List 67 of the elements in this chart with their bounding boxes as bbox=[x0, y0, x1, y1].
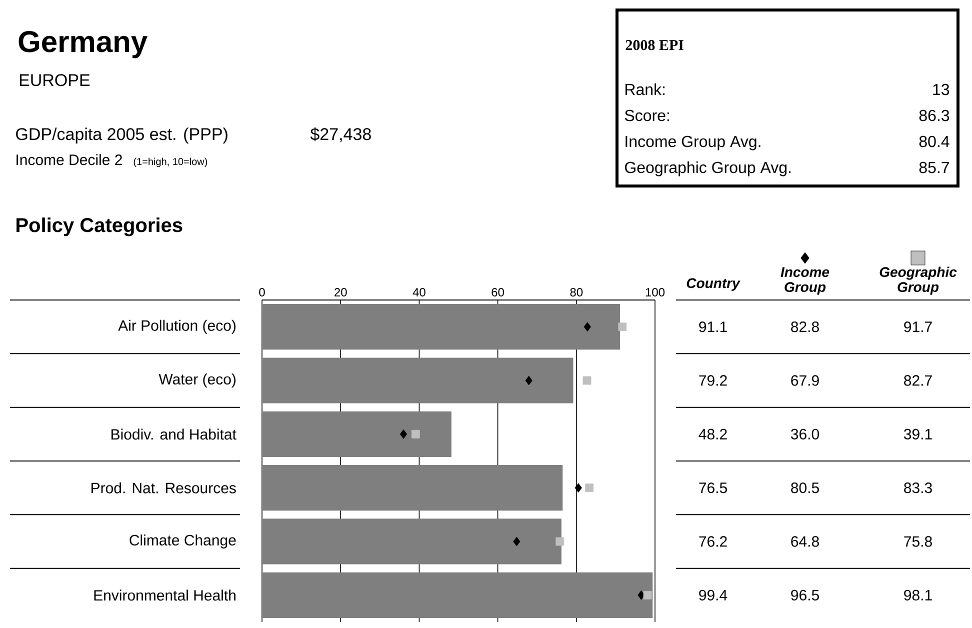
point bbox=[513, 536, 520, 546]
text: Score: bbox=[624, 110, 669, 122]
text: 2008 EPI bbox=[626, 40, 684, 50]
point bbox=[618, 322, 627, 332]
x-tick-label: 80 bbox=[570, 288, 583, 296]
data-label: 96.5 bbox=[791, 590, 819, 600]
text: (1=high, 10=low) bbox=[134, 158, 208, 168]
text: Country bbox=[686, 278, 740, 291]
point bbox=[585, 484, 594, 492]
point bbox=[525, 376, 532, 386]
data-label: 91.1 bbox=[699, 322, 727, 332]
data-label: 91.7 bbox=[904, 322, 932, 332]
data-label: 39.1 bbox=[904, 428, 932, 440]
text: 80.4 bbox=[919, 136, 950, 148]
y-tick-label: Environmental Health bbox=[94, 590, 236, 601]
chart-title: Germany bbox=[18, 31, 148, 58]
bar bbox=[262, 518, 562, 564]
point bbox=[411, 430, 420, 438]
text: Income Group Avg. bbox=[626, 136, 760, 150]
data-label: 98.1 bbox=[904, 590, 932, 600]
data-label: 75.8 bbox=[904, 536, 932, 547]
data-label: 67.9 bbox=[791, 375, 819, 386]
point bbox=[556, 537, 564, 546]
y-tick-label: Air Pollution (eco) bbox=[118, 320, 236, 334]
x-tick-label: 60 bbox=[492, 288, 504, 296]
point bbox=[643, 590, 652, 600]
data-label: 48.2 bbox=[698, 428, 727, 440]
bar bbox=[262, 572, 653, 618]
text: Geographic Group Avg. bbox=[625, 161, 791, 176]
legend-label: Income Group bbox=[780, 267, 830, 295]
x-tick-label: 20 bbox=[334, 288, 347, 296]
data-label: 80.5 bbox=[791, 482, 819, 494]
data-label: 36.0 bbox=[790, 428, 820, 440]
y-tick-label: Water (eco) bbox=[158, 374, 236, 388]
data-label: 82.7 bbox=[904, 375, 932, 386]
point bbox=[638, 590, 645, 600]
text: Rank: bbox=[626, 83, 665, 96]
data-label: 76.5 bbox=[699, 482, 727, 494]
text: EUROPE bbox=[20, 74, 90, 86]
text: $27,438 bbox=[310, 127, 371, 142]
text: GDP/capita 2005 est. (PPP) bbox=[16, 128, 228, 144]
data-label: 79.2 bbox=[699, 375, 727, 386]
legend-label: Geographic Group bbox=[880, 266, 957, 295]
point bbox=[584, 322, 591, 332]
text: 13 bbox=[933, 84, 950, 96]
x-tick-label: 40 bbox=[412, 288, 426, 296]
text: 85.7 bbox=[919, 162, 949, 174]
bar bbox=[262, 411, 452, 457]
x-tick-label: 0 bbox=[259, 288, 265, 296]
data-label: 64.8 bbox=[791, 536, 819, 547]
text: Income Decile 2 bbox=[16, 154, 122, 166]
data-label: 83.3 bbox=[904, 482, 932, 494]
point bbox=[574, 483, 582, 493]
point bbox=[582, 376, 592, 385]
bar bbox=[262, 465, 563, 511]
data-label: 99.4 bbox=[699, 590, 728, 600]
data-label: 76.2 bbox=[699, 536, 727, 547]
y-tick-label: Prod. Nat. Resources bbox=[92, 482, 236, 494]
point bbox=[400, 429, 408, 439]
text: Policy Categories bbox=[16, 217, 182, 236]
data-label: 82.8 bbox=[791, 322, 819, 332]
y-tick-label: Biodiv. and Habitat bbox=[112, 428, 236, 440]
bar bbox=[262, 304, 620, 350]
bar bbox=[262, 358, 574, 404]
x-tick-label: 100 bbox=[646, 288, 665, 296]
text: 86.3 bbox=[919, 110, 950, 122]
y-tick-label: Climate Change bbox=[130, 534, 236, 548]
